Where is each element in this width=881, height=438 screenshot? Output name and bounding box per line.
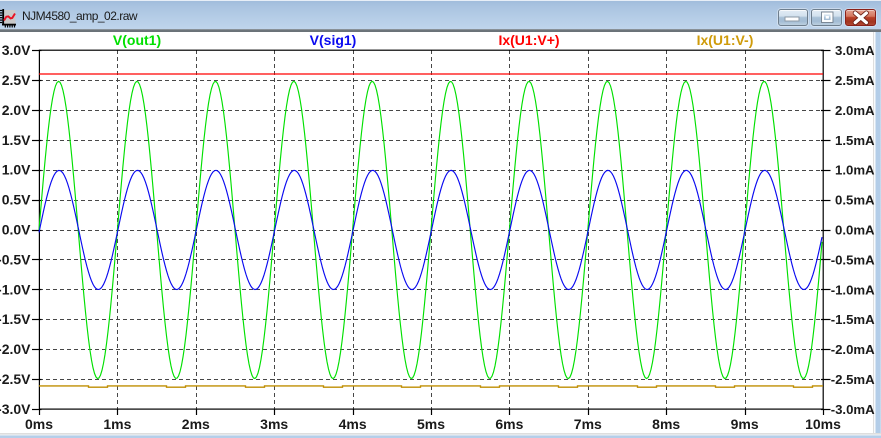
- svg-text:4ms: 4ms: [339, 416, 367, 432]
- svg-text:1.5mA: 1.5mA: [835, 133, 875, 148]
- svg-text:0.0mA: 0.0mA: [835, 223, 875, 238]
- svg-text:-3.0V: -3.0V: [0, 401, 31, 417]
- svg-text:5ms: 5ms: [417, 416, 445, 432]
- svg-text:9ms: 9ms: [731, 416, 759, 432]
- svg-text:-1.0mA: -1.0mA: [831, 282, 875, 297]
- svg-text:3.0mA: 3.0mA: [835, 43, 875, 58]
- svg-text:1.0V: 1.0V: [2, 162, 31, 178]
- svg-text:0.5V: 0.5V: [2, 192, 31, 208]
- svg-text:-3.0mA: -3.0mA: [831, 402, 875, 417]
- svg-text:2.5V: 2.5V: [2, 72, 31, 88]
- svg-text:2ms: 2ms: [182, 416, 210, 432]
- svg-text:10ms: 10ms: [805, 416, 841, 432]
- svg-text:-1.5mA: -1.5mA: [831, 312, 875, 327]
- svg-text:1.0mA: 1.0mA: [835, 163, 875, 178]
- svg-text:-2.5mA: -2.5mA: [831, 372, 875, 387]
- svg-text:V(sig1): V(sig1): [310, 32, 357, 48]
- svg-text:Ix(U1:V+): Ix(U1:V+): [498, 32, 559, 48]
- svg-text:-0.5mA: -0.5mA: [831, 252, 875, 267]
- svg-text:1.5V: 1.5V: [2, 132, 31, 148]
- svg-text:7ms: 7ms: [574, 416, 602, 432]
- svg-text:-0.5V: -0.5V: [0, 251, 31, 267]
- svg-text:Ix(U1:V-): Ix(U1:V-): [697, 32, 754, 48]
- svg-text:0.5mA: 0.5mA: [835, 193, 875, 208]
- svg-text:3ms: 3ms: [260, 416, 288, 432]
- svg-text:-1.0V: -1.0V: [0, 281, 31, 297]
- svg-text:2.5mA: 2.5mA: [835, 73, 875, 88]
- svg-text:-1.5V: -1.5V: [0, 311, 31, 327]
- svg-text:V(out1): V(out1): [113, 32, 161, 48]
- svg-text:1ms: 1ms: [103, 416, 131, 432]
- svg-text:0.0V: 0.0V: [2, 222, 31, 238]
- svg-text:8ms: 8ms: [652, 416, 680, 432]
- svg-text:2.0V: 2.0V: [2, 102, 31, 118]
- svg-text:6ms: 6ms: [495, 416, 523, 432]
- svg-text:-2.0mA: -2.0mA: [831, 342, 875, 357]
- svg-text:-2.5V: -2.5V: [0, 371, 31, 387]
- svg-text:-2.0V: -2.0V: [0, 341, 31, 357]
- svg-text:0ms: 0ms: [25, 416, 53, 432]
- svg-text:2.0mA: 2.0mA: [835, 103, 875, 118]
- svg-text:3.0V: 3.0V: [2, 42, 31, 58]
